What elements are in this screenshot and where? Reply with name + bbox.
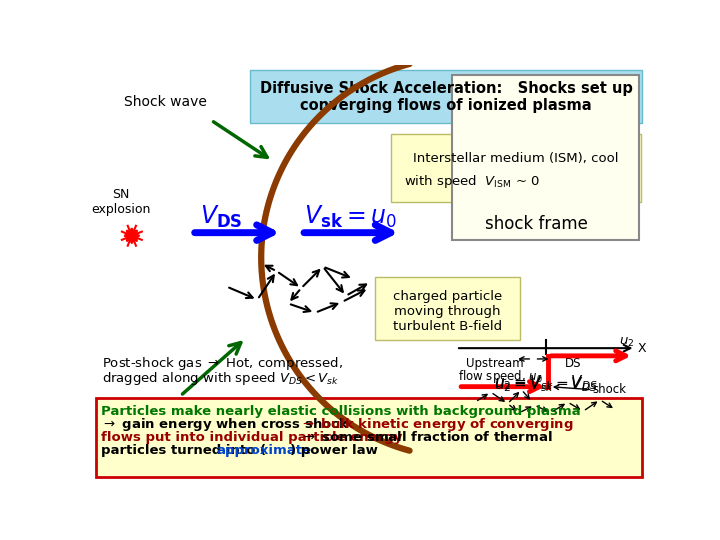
Text: flow speed, $u_0$: flow speed, $u_0$ — [459, 368, 544, 385]
Text: Particles make nearly elastic collisions with background plasma: Particles make nearly elastic collisions… — [101, 405, 580, 418]
Text: $\rightarrow$ gain energy when cross shock: $\rightarrow$ gain energy when cross sho… — [101, 416, 359, 433]
Text: DS: DS — [564, 357, 581, 370]
Text: shock: shock — [593, 383, 626, 396]
Text: Shock wave: Shock wave — [124, 94, 207, 109]
Bar — [96, 398, 642, 477]
Text: Interstellar medium (ISM), cool: Interstellar medium (ISM), cool — [413, 152, 618, 165]
Text: shock frame: shock frame — [485, 215, 588, 233]
Text: ) power law: ) power law — [290, 444, 378, 457]
Text: $\rightarrow$ some small fraction of thermal: $\rightarrow$ some small fraction of the… — [301, 430, 553, 444]
Text: $V_{\mathbf{sk}}$$ = u_0$: $V_{\mathbf{sk}}$$ = u_0$ — [304, 204, 397, 230]
Bar — [390, 134, 641, 202]
Text: $u_2 = V_{sk} - V_{DS}$: $u_2 = V_{sk} - V_{DS}$ — [494, 375, 598, 394]
Text: $u_2 = V_{sk} - V_{DS}$: $u_2 = V_{sk} - V_{DS}$ — [494, 374, 598, 392]
Text: X: X — [638, 342, 647, 355]
Text: SN
explosion: SN explosion — [91, 188, 150, 216]
Bar — [375, 278, 520, 340]
Text: flows put into individual particle energy: flows put into individual particle energ… — [101, 431, 407, 444]
Text: particles turned into (: particles turned into ( — [101, 444, 266, 457]
Text: with speed  $V_{\rm ISM}$ ~ 0: with speed $V_{\rm ISM}$ ~ 0 — [405, 173, 540, 190]
Text: Upstream: Upstream — [466, 357, 523, 370]
Text: $u_2$: $u_2$ — [619, 335, 634, 348]
Bar — [452, 75, 639, 240]
Text: dragged along with speed $V_{DS} < V_{sk}$: dragged along with speed $V_{DS} < V_{sk… — [102, 370, 339, 387]
Bar — [250, 70, 642, 123]
Text: $\rightarrow$ bulk kinetic energy of converging: $\rightarrow$ bulk kinetic energy of con… — [300, 416, 573, 433]
Text: Post-shock gas $\rightarrow$ Hot, compressed,: Post-shock gas $\rightarrow$ Hot, compre… — [102, 355, 343, 372]
Text: charged particle
moving through
turbulent B-field: charged particle moving through turbulen… — [393, 289, 502, 333]
Text: approximate: approximate — [217, 444, 312, 457]
Text: $V_{\mathbf{DS}}$: $V_{\mathbf{DS}}$ — [199, 204, 242, 230]
Text: Diffusive Shock Acceleration:   Shocks set up
converging flows of ionized plasma: Diffusive Shock Acceleration: Shocks set… — [260, 81, 632, 113]
